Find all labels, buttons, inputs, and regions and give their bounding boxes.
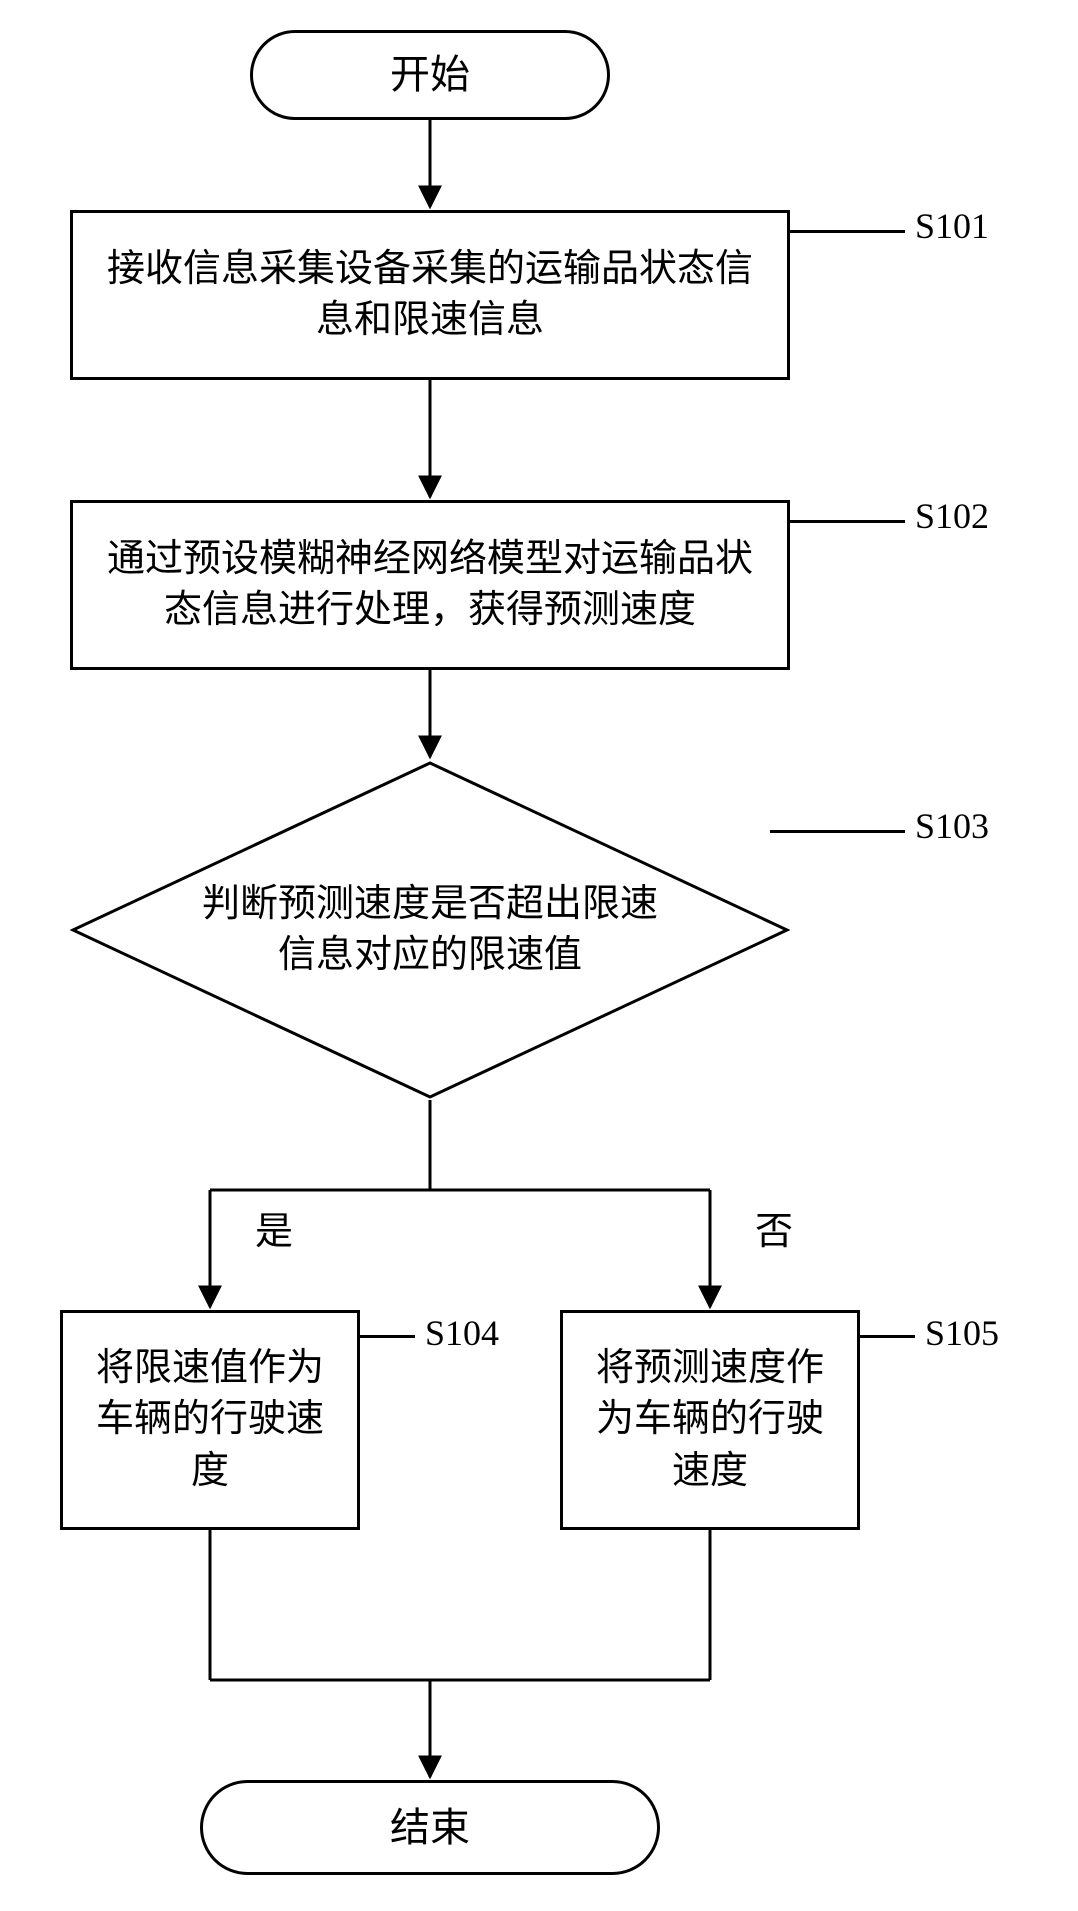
lead-line-s105 [860,1335,915,1338]
step-s103-text: 判断预测速度是否超出限速信息对应的限速值 [190,879,670,982]
branch-yes-label: 是 [255,1200,293,1255]
flow-end: 结束 [200,1780,660,1875]
step-s101-text: 接收信息采集设备采集的运输品状态信息和限速信息 [103,244,757,347]
ref-s102: S102 [915,495,989,537]
flow-start-label: 开始 [390,48,470,102]
flow-end-label: 结束 [390,1801,470,1855]
step-s101: 接收信息采集设备采集的运输品状态信息和限速信息 [70,210,790,380]
ref-s101: S101 [915,205,989,247]
step-s105: 将预测速度作为车辆的行驶速度 [560,1310,860,1530]
step-s102-text: 通过预设模糊神经网络模型对运输品状态信息进行处理，获得预测速度 [103,534,757,637]
flow-start: 开始 [250,30,610,120]
lead-line-s104 [360,1335,415,1338]
branch-no-label: 否 [755,1200,793,1255]
step-s103: 判断预测速度是否超出限速信息对应的限速值 [70,760,790,1100]
ref-s103: S103 [915,805,989,847]
step-s102: 通过预设模糊神经网络模型对运输品状态信息进行处理，获得预测速度 [70,500,790,670]
step-s104: 将限速值作为车辆的行驶速度 [60,1310,360,1530]
lead-line-s103 [770,830,905,833]
step-s104-text: 将限速值作为车辆的行驶速度 [83,1343,337,1497]
lead-line-s102 [790,520,905,523]
ref-s105: S105 [925,1312,999,1354]
ref-s104: S104 [425,1312,499,1354]
lead-line-s101 [790,230,905,233]
step-s105-text: 将预测速度作为车辆的行驶速度 [583,1343,837,1497]
